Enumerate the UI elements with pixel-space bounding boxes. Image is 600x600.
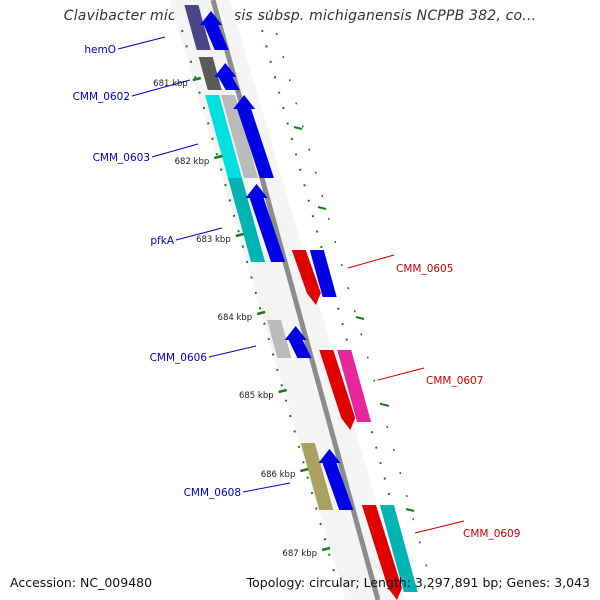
- gene-cmm-0603-cog-bar[interactable]: [205, 95, 242, 178]
- minor-tick-mark: [355, 316, 365, 320]
- gene-cmm-0605-cog-bar[interactable]: [309, 250, 337, 297]
- gene-label-cmm-0606[interactable]: CMM_0606: [150, 352, 208, 364]
- tick-label: 685 kbp: [239, 391, 274, 401]
- tick-mark: [256, 310, 266, 316]
- gene-pfka-arrow[interactable]: [245, 184, 286, 262]
- tick-label: 686 kbp: [261, 470, 296, 480]
- tick-mark: [300, 467, 309, 473]
- gene-cmm-0606-cog-bar[interactable]: [267, 320, 292, 358]
- tick-label: 683 kbp: [196, 235, 231, 245]
- minor-tick-mark: [380, 403, 390, 407]
- gene-label-cmm-0602[interactable]: CMM_0602: [73, 91, 130, 103]
- tick-label: 684 kbp: [218, 313, 253, 323]
- gene-cmm-0606-arrow[interactable]: [284, 326, 312, 358]
- gene-cmm-0603-arrow[interactable]: [233, 95, 274, 178]
- tick-mark: [192, 76, 202, 82]
- gene-label-pfka[interactable]: pfkA: [150, 235, 174, 247]
- tick-mark: [235, 232, 245, 238]
- minor-tick-mark: [405, 508, 415, 512]
- gene-cmm-0602-cog-bar[interactable]: [198, 57, 222, 90]
- genome-summary-text: Topology: circular; Length: 3,297,891 bp…: [246, 575, 590, 590]
- gene-cmm-0602-arrow[interactable]: [214, 63, 240, 90]
- gene-cmm-0602-pointer: [131, 79, 191, 97]
- gene-cmm-0609-cog-bar[interactable]: [379, 505, 418, 592]
- gene-pfka-cog-bar[interactable]: [227, 178, 266, 262]
- gene-cmm-0608-arrow[interactable]: [318, 449, 354, 510]
- gene-cmm-0608-pointer: [242, 482, 291, 493]
- genes-layer: [184, 5, 418, 600]
- gene-cmm-0607-cog-bar[interactable]: [337, 350, 372, 422]
- gene-label-cmm-0605[interactable]: CMM_0605: [396, 263, 453, 275]
- gene-label-hemo[interactable]: hemO: [84, 44, 116, 56]
- gene-cmm-0603-cog-bar-2[interactable]: [221, 95, 258, 178]
- tick-mark: [213, 154, 223, 160]
- gene-pfka-pointer: [175, 227, 223, 241]
- tick-label: 681 kbp: [153, 79, 188, 89]
- tick-label: 687 kbp: [282, 549, 317, 559]
- gene-hemo-pointer: [117, 36, 166, 50]
- tick-mark: [278, 388, 287, 394]
- gene-cmm-0609-arrow[interactable]: [361, 505, 402, 600]
- gene-cmm-0607-arrow[interactable]: [319, 350, 356, 430]
- gene-label-cmm-0609[interactable]: CMM_0609: [463, 528, 520, 540]
- gene-label-cmm-0603[interactable]: CMM_0603: [93, 152, 150, 164]
- gene-cmm-0607-pointer: [377, 367, 425, 381]
- gene-label-cmm-0607[interactable]: CMM_0607: [426, 375, 483, 387]
- gene-cmm-0605-pointer: [347, 254, 395, 269]
- gene-hemo-cog-bar[interactable]: [184, 5, 211, 50]
- gene-cmm-0608-cog-bar[interactable]: [300, 443, 334, 510]
- gene-hemo-arrow[interactable]: [200, 11, 229, 50]
- accession-text: Accession: NC_009480: [10, 575, 153, 590]
- gene-label-cmm-0608[interactable]: CMM_0608: [184, 487, 241, 499]
- tick-label: 682 kbp: [175, 157, 210, 167]
- gene-cmm-0603-pointer: [151, 143, 199, 158]
- gene-cmm-0609-pointer: [414, 520, 465, 534]
- minor-tick-mark: [293, 126, 303, 130]
- gene-cmm-0605-arrow[interactable]: [291, 250, 321, 305]
- tick-mark: [321, 546, 331, 552]
- labels-layer: hemO CMM_0602 CMM_0603 pfkA CMM_0605 CMM_0606…: [73, 36, 520, 540]
- ticks-layer: 681 kbp 682 kbp 683 kbp 684 kbp 685 kbp 686 k…: [153, 76, 415, 559]
- minor-tick-mark: [317, 206, 327, 210]
- gene-cmm-0606-pointer: [208, 345, 257, 358]
